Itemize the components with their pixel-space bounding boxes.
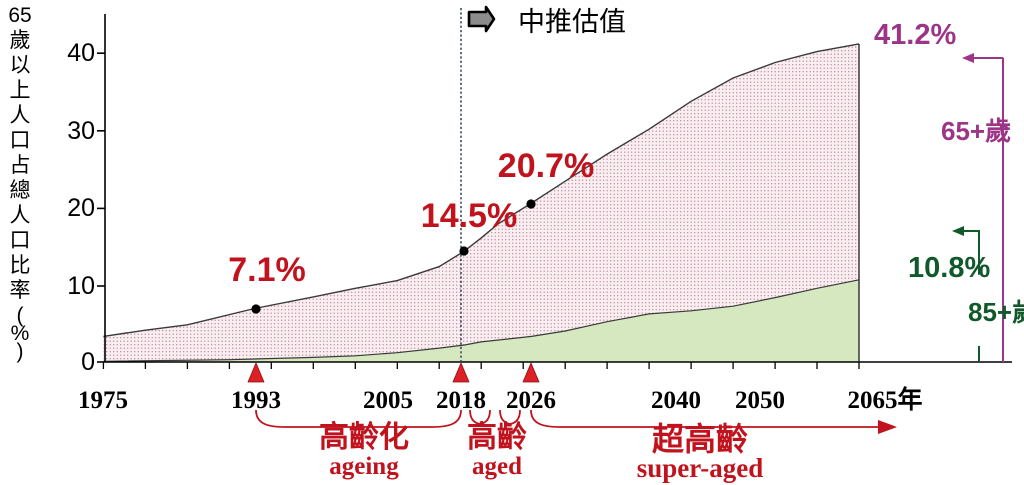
svg-text:總: 總 — [10, 179, 31, 202]
svg-text:65: 65 — [8, 4, 31, 27]
svg-text:41.2%: 41.2% — [874, 19, 956, 51]
svg-text:super-aged: super-aged — [637, 453, 764, 483]
svg-text:2026: 2026 — [506, 387, 556, 414]
svg-text:占: 占 — [10, 154, 31, 177]
svg-text:人: 人 — [10, 104, 31, 127]
svg-text:7.1%: 7.1% — [228, 251, 306, 289]
svg-text:aged: aged — [472, 453, 522, 480]
svg-text:20: 20 — [67, 194, 95, 222]
svg-text:30: 30 — [67, 117, 95, 145]
svg-text:中推估值: 中推估值 — [518, 7, 626, 37]
svg-text:0: 0 — [81, 348, 95, 376]
svg-text:10: 10 — [67, 272, 95, 300]
svg-text:65+歲: 65+歲 — [941, 116, 1011, 146]
svg-text:高齡: 高齡 — [467, 421, 527, 454]
svg-text:2018: 2018 — [436, 387, 486, 414]
svg-text:): ) — [17, 340, 24, 363]
svg-text:口: 口 — [10, 229, 31, 252]
svg-text:2005: 2005 — [363, 387, 413, 414]
svg-text:2040: 2040 — [651, 387, 701, 414]
svg-text:2065年: 2065年 — [847, 385, 922, 414]
svg-text:ageing: ageing — [329, 453, 399, 480]
svg-text:歲: 歲 — [10, 29, 31, 52]
svg-text:比: 比 — [10, 254, 31, 277]
svg-text:20.7%: 20.7% — [498, 147, 594, 185]
svg-text:2050: 2050 — [735, 387, 785, 414]
svg-text:人: 人 — [10, 204, 31, 227]
svg-text:率: 率 — [10, 279, 31, 302]
svg-text:14.5%: 14.5% — [421, 197, 517, 235]
svg-text:上: 上 — [10, 79, 31, 102]
svg-text:超高齡: 超高齡 — [652, 421, 748, 457]
svg-text:以: 以 — [10, 54, 31, 77]
svg-text:1975: 1975 — [78, 387, 128, 414]
svg-text:85+歲: 85+歲 — [968, 297, 1024, 327]
svg-text:40: 40 — [67, 39, 95, 67]
svg-text:1993: 1993 — [231, 387, 281, 414]
svg-text:高齡化: 高齡化 — [319, 421, 409, 454]
svg-text:口: 口 — [10, 129, 31, 152]
